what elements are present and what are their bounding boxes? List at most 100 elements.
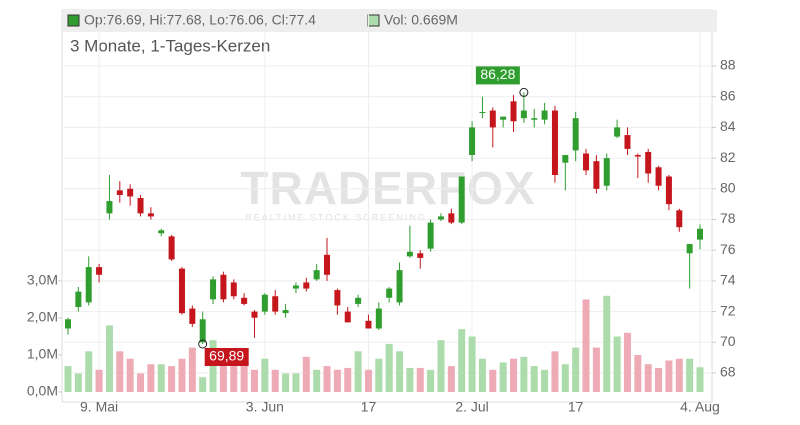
candle-body: [85, 267, 92, 303]
candle-body: [396, 270, 403, 303]
candle-body: [676, 210, 683, 228]
ohlc-header: Op:76.69, Hi:77.68, Lo:76.06, Cl:77.4: [84, 12, 316, 28]
x-tick-label: 3. Jun: [246, 399, 284, 415]
watermark: TRADERFOX: [240, 162, 535, 214]
y2-tick-label: 0,0M: [27, 383, 58, 399]
volume-bar: [603, 295, 611, 392]
y2-tick-label: 3,0M: [27, 272, 58, 288]
candle-body: [593, 161, 600, 189]
candle-body: [116, 190, 123, 195]
y-tick-label: 82: [720, 149, 736, 165]
volume-bar: [126, 358, 134, 392]
y-tick-label: 78: [720, 210, 736, 226]
high-marker: [519, 87, 529, 97]
subtitle: 3 Monate, 1-Tages-Kerzen: [70, 36, 270, 55]
volume-bar: [74, 373, 82, 392]
candle-body: [282, 310, 289, 314]
volume-bar: [240, 366, 248, 392]
volume-bar: [613, 336, 621, 392]
x-tick-label: 17: [568, 399, 584, 415]
candle-body: [344, 311, 351, 323]
volume-bar: [385, 343, 393, 392]
volume-bar: [665, 360, 673, 392]
candle-body: [479, 112, 486, 114]
volume-bar: [427, 369, 435, 392]
x-tick-label: 4. Aug: [680, 399, 720, 415]
volume-bar: [416, 367, 424, 392]
volume-bar: [354, 351, 362, 392]
volume-bar: [655, 367, 663, 392]
volume-bar: [199, 377, 207, 392]
volume-bar: [282, 373, 290, 392]
candle-body: [531, 118, 538, 120]
volume-bar: [292, 373, 300, 392]
volume-bar: [396, 351, 404, 392]
candle-body: [686, 244, 693, 254]
candle-body: [168, 236, 175, 260]
candle-body: [106, 201, 113, 214]
volume-bar: [157, 364, 165, 392]
low-label: 69,89: [209, 348, 244, 364]
volume-bar: [344, 367, 352, 392]
candle-body: [458, 176, 465, 223]
y2-tick-label: 2,0M: [27, 309, 58, 325]
candle-body: [510, 101, 517, 122]
candle-body: [292, 285, 299, 289]
volume-bar: [572, 347, 580, 392]
candle-body: [355, 297, 362, 304]
header-bar: [62, 10, 717, 32]
candle-body: [272, 296, 279, 312]
candle-body: [551, 110, 558, 175]
candle-body: [469, 127, 476, 156]
candle-body: [437, 216, 444, 220]
x-tick-label: 17: [361, 399, 377, 415]
volume-bar: [302, 356, 310, 392]
volume-bar: [178, 358, 186, 392]
volume-bar: [230, 366, 238, 392]
volume-bar: [64, 366, 72, 392]
candle-body: [65, 319, 71, 329]
volume-bar: [364, 369, 372, 392]
candle-body: [324, 254, 331, 275]
volume-bar: [447, 366, 455, 392]
candle-body: [189, 308, 196, 324]
candle-body: [562, 155, 569, 163]
y-tick-label: 88: [720, 57, 736, 73]
volume-bar: [520, 356, 528, 392]
volume-legend-swatch: [367, 14, 380, 27]
candle-body: [645, 151, 652, 174]
candle-body: [417, 253, 424, 258]
volume-bar: [644, 364, 652, 392]
volume-bar: [323, 366, 331, 392]
watermark-sub: REALTIME STOCK SCREENING: [245, 212, 427, 222]
candle-body: [313, 270, 320, 280]
volume-bar: [271, 369, 279, 392]
volume-bar: [458, 329, 466, 392]
candle-body: [583, 153, 590, 171]
y-tick-label: 80: [720, 180, 736, 196]
volume-bar: [219, 360, 227, 392]
low-label-box: [204, 347, 249, 366]
volume-header: Vol: 0.669M: [384, 12, 458, 28]
candle-body: [614, 127, 621, 137]
volume-bar: [116, 351, 124, 392]
candle-body: [406, 251, 413, 257]
candle-body: [96, 267, 103, 275]
y-tick-label: 86: [720, 87, 736, 103]
volume-bar: [437, 340, 445, 392]
low-marker: [198, 339, 208, 349]
volume-bar: [561, 364, 569, 392]
volume-bar: [489, 369, 497, 392]
y-tick-label: 84: [720, 118, 736, 134]
candle-body: [365, 320, 372, 329]
volume-bar: [95, 369, 103, 392]
candle-body: [241, 297, 248, 304]
volume-bar: [634, 355, 642, 392]
candle-body: [210, 279, 217, 300]
volume-bar: [209, 340, 217, 392]
volume-bar: [168, 366, 176, 392]
volume-bar: [250, 369, 258, 392]
volume-bar: [468, 336, 476, 392]
x-tick-label: 9. Mai: [80, 399, 118, 415]
